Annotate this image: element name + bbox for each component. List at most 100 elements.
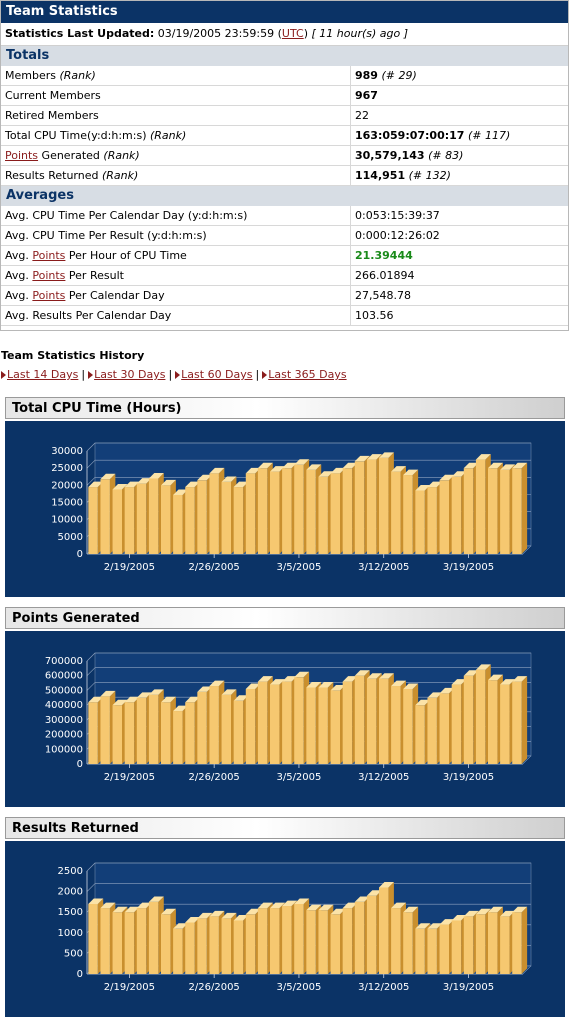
bar-top (475, 908, 491, 915)
y-tick-label: 2000 (58, 887, 83, 898)
bar-front (354, 675, 365, 764)
avg-results-per-day-row: Avg. Results Per Calendar Day 103.56 (1, 306, 568, 326)
points-link[interactable]: Points (32, 289, 66, 302)
x-tick-label: 3/19/2005 (443, 772, 494, 783)
bar-top (427, 692, 443, 698)
y-tick-label: 0 (77, 969, 83, 980)
bar-top (439, 919, 455, 925)
bar-front (500, 916, 510, 974)
bar-front (439, 693, 450, 764)
arrow-right-icon (175, 371, 181, 379)
y-tick-label: 500 (64, 948, 83, 959)
bar-front (415, 490, 425, 554)
bar-top (330, 908, 346, 915)
last-updated-label: Statistics Last Updated: (5, 27, 155, 40)
y-tick-label: 1000 (58, 928, 83, 939)
totals-table: Members (Rank) 989 (# 29) Current Member… (1, 66, 568, 186)
y-tick-label: 500000 (45, 685, 83, 696)
bar-front (294, 903, 304, 974)
y-tick-label: 25000 (51, 463, 83, 474)
bar-top (427, 923, 443, 929)
bar-top (294, 671, 310, 678)
total-cpu-time-row: Total CPU Time(y:d:h:m:s) (Rank) 163:059… (1, 126, 568, 146)
rank-value: (# 132) (408, 169, 451, 182)
bar-side (521, 462, 528, 554)
bar-top (197, 912, 213, 919)
bar-top (148, 473, 164, 479)
row-label-suffix: Per Calendar Day (68, 289, 165, 302)
bar-top (245, 683, 261, 689)
bar-front (245, 688, 256, 764)
bar-top (330, 684, 346, 691)
members-row: Members (Rank) 989 (# 29) (1, 66, 568, 86)
row-value: 103.56 (350, 306, 394, 325)
bar-front (475, 459, 486, 554)
bar-top (487, 906, 503, 913)
bar-front (185, 487, 195, 554)
y-tick-label: 400000 (45, 700, 83, 711)
bar-top (342, 676, 358, 682)
points-link[interactable]: Points (32, 269, 66, 282)
last-365-days-link[interactable]: Last 365 Days (268, 368, 347, 381)
team-statistics-panel: Team Statistics Statistics Last Updated:… (0, 0, 569, 331)
avg-cpu-per-day-row: Avg. CPU Time Per Calendar Day (y:d:h:m:… (1, 206, 568, 226)
bar-front (160, 485, 171, 554)
row-label: Generated (41, 149, 100, 162)
row-label: Total CPU Time(y:d:h:m:s) (5, 129, 147, 142)
results-returned-row: Results Returned (Rank) 114,951 (# 132) (1, 166, 568, 186)
bar-top (354, 455, 370, 462)
bar-front (245, 473, 256, 554)
bar-front (463, 468, 474, 554)
y-tick-label: 0 (77, 549, 83, 560)
bar-top (439, 474, 455, 481)
current-members-row: Current Members 967 (1, 86, 568, 106)
last-60-days-link[interactable]: Last 60 Days (181, 368, 253, 381)
row-label: Retired Members (5, 109, 99, 122)
arrow-right-icon (1, 371, 6, 379)
bar-front (100, 696, 110, 764)
bar-top (136, 902, 152, 909)
points-link[interactable]: Points (5, 149, 39, 162)
last-30-days-link[interactable]: Last 30 Days (94, 368, 166, 381)
row-value: 30,579,143 (355, 149, 425, 162)
last-14-days-link[interactable]: Last 14 Days (7, 368, 79, 381)
bar-top (160, 908, 176, 915)
bar-top (209, 910, 225, 917)
y-tick-label: 0 (77, 759, 83, 770)
bar-front (330, 914, 341, 974)
avg-points-per-result-row: Avg. Points Per Result 266.01894 (1, 266, 568, 286)
bar-side (521, 676, 528, 764)
row-label: Current Members (5, 89, 101, 102)
bar-front (366, 678, 377, 764)
bar-top (451, 679, 467, 685)
row-value: 0:053:15:39:37 (350, 206, 440, 225)
row-label-suffix: Per Result (68, 269, 124, 282)
bar-top (391, 466, 407, 472)
bar-front (415, 928, 425, 974)
bar-front (136, 483, 147, 554)
bar-top (415, 699, 431, 706)
bar-top (451, 914, 467, 921)
gridline (86, 442, 96, 452)
cpu-time-chart: Total CPU Time (Hours) 0 5000 10000 15000 20… (5, 397, 565, 597)
bar-top (269, 679, 285, 685)
chart-area: 0 5000 10000 15000 20000 25000 30000 2/19/2005 2… (5, 421, 565, 597)
bar-front (306, 910, 316, 974)
bar-top (88, 898, 104, 904)
bar-top (500, 679, 516, 685)
bar-front (197, 691, 207, 764)
utc-link[interactable]: UTC (281, 27, 304, 40)
bar-top (294, 898, 310, 904)
bar-front (136, 908, 147, 974)
chart-area: 0 100000 200000 300000 400000 500000 600000 700… (5, 631, 565, 807)
bar-front (378, 457, 389, 554)
bar-top (427, 481, 443, 488)
avg-cpu-per-result-row: Avg. CPU Time Per Result (y:d:h:m:s) 0:0… (1, 226, 568, 246)
points-generated-chart-svg: 0 100000 200000 300000 400000 500000 600000 700… (45, 652, 532, 783)
bar-top (233, 481, 249, 488)
retired-members-row: Retired Members 22 (1, 106, 568, 126)
points-link[interactable]: Points (32, 249, 66, 262)
bar-front (124, 702, 135, 764)
bar-front (342, 681, 353, 764)
bar-front (318, 910, 328, 974)
